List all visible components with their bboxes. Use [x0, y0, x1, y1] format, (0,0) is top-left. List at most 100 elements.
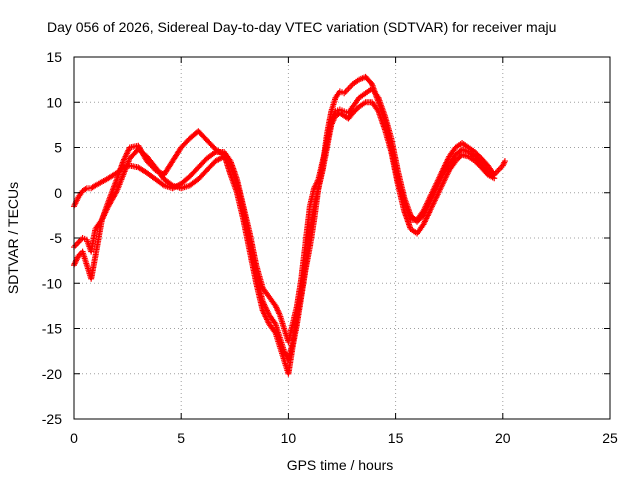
track-segment — [94, 179, 104, 188]
track-segment — [89, 183, 97, 191]
x-tick-label: 10 — [281, 430, 297, 446]
track-segment — [240, 218, 253, 253]
track-segment — [290, 322, 300, 348]
y-tick-label: -15 — [42, 321, 62, 337]
track-segment — [363, 75, 374, 86]
y-tick-label: 10 — [46, 94, 62, 110]
track-segment — [128, 163, 140, 170]
track-segment — [153, 177, 166, 188]
track-segment — [357, 74, 367, 82]
track-segment — [343, 109, 350, 116]
track-segment — [273, 304, 283, 317]
track-segment — [329, 114, 338, 127]
track-segment — [395, 177, 407, 204]
track-segment — [434, 168, 446, 186]
track-segment — [234, 191, 246, 222]
track-segment — [467, 145, 477, 154]
track-segment — [81, 186, 89, 193]
track-segment — [162, 177, 175, 188]
track-segment — [460, 147, 470, 155]
series-track-3 — [71, 73, 508, 377]
track-segment — [473, 154, 484, 166]
track-segment — [105, 177, 120, 204]
track-segment — [453, 153, 464, 163]
track-segment — [136, 165, 149, 175]
track-segment — [333, 90, 342, 100]
y-tick-label: 15 — [46, 49, 62, 65]
track-segment — [307, 186, 317, 208]
track-segment — [121, 146, 132, 163]
track-segment — [179, 183, 192, 191]
track-segment — [221, 153, 233, 177]
track-segment — [71, 254, 81, 267]
track-segment — [170, 145, 184, 163]
track-segment — [467, 154, 477, 163]
track-segment — [285, 322, 296, 344]
track-segment — [213, 147, 226, 157]
track-segment — [302, 205, 313, 244]
track-segment — [277, 345, 287, 362]
track-segment — [324, 109, 334, 136]
track-segment — [421, 209, 433, 226]
track-segment — [496, 164, 505, 172]
series-track-1 — [71, 85, 498, 346]
track-segment — [253, 281, 266, 312]
track-segment — [188, 165, 201, 179]
track-segment — [401, 209, 414, 231]
y-tick-label: 5 — [54, 140, 62, 156]
y-axis: -25 -20 -15 -10 -5 0 5 10 15 — [42, 49, 610, 427]
track-segment — [92, 218, 105, 258]
x-axis: 0 5 10 15 20 25 — [70, 57, 618, 446]
track-segment — [460, 141, 470, 150]
track-segment — [188, 177, 200, 188]
track-segment — [357, 100, 367, 109]
grid-lines — [74, 57, 610, 419]
track-segment — [196, 156, 209, 170]
x-tick-label: 15 — [388, 430, 404, 446]
track-segment — [376, 100, 388, 122]
track-segment — [492, 168, 501, 177]
track-segment — [440, 168, 452, 186]
track-segment — [161, 159, 175, 177]
track-segment — [421, 195, 433, 213]
track-segment — [351, 77, 361, 86]
track-segment — [162, 183, 174, 191]
track-segment — [277, 313, 287, 330]
track-segment — [106, 170, 119, 181]
track-segment — [247, 250, 259, 285]
track-segment — [136, 144, 150, 163]
track-segment — [346, 105, 355, 115]
track-segment — [357, 91, 367, 100]
track-segment — [479, 162, 490, 172]
track-segment — [346, 82, 355, 91]
track-segment — [88, 254, 99, 281]
x-tick-label: 20 — [495, 430, 511, 446]
track-segment — [196, 129, 209, 142]
track-segment — [179, 174, 192, 186]
track-segment — [500, 159, 508, 168]
track-segment — [342, 113, 350, 121]
track-segment — [294, 295, 304, 326]
track-segment — [311, 186, 322, 222]
track-segment — [479, 156, 490, 168]
chart-title: Day 056 of 2026, Sidereal Day-to-day VTE… — [47, 19, 556, 35]
track-segment — [128, 143, 140, 151]
track-segment — [114, 159, 126, 181]
track-segment — [350, 96, 362, 109]
y-tick-label: 0 — [54, 185, 62, 201]
track-segment — [351, 105, 361, 115]
track-segment — [145, 159, 158, 172]
y-axis-label: SDTVAR / TECUs — [5, 182, 21, 294]
y-tick-label: -5 — [50, 230, 63, 246]
track-segment — [267, 322, 278, 335]
y-tick-label: -20 — [42, 366, 62, 382]
track-segment — [267, 313, 278, 326]
x-axis-label: GPS time / hours — [287, 457, 394, 473]
y-tick-label: -10 — [42, 275, 62, 291]
track-segment — [447, 159, 458, 172]
track-segment — [76, 236, 85, 244]
track-segment — [315, 164, 326, 190]
track-segment — [72, 241, 80, 249]
track-segment — [454, 141, 464, 150]
